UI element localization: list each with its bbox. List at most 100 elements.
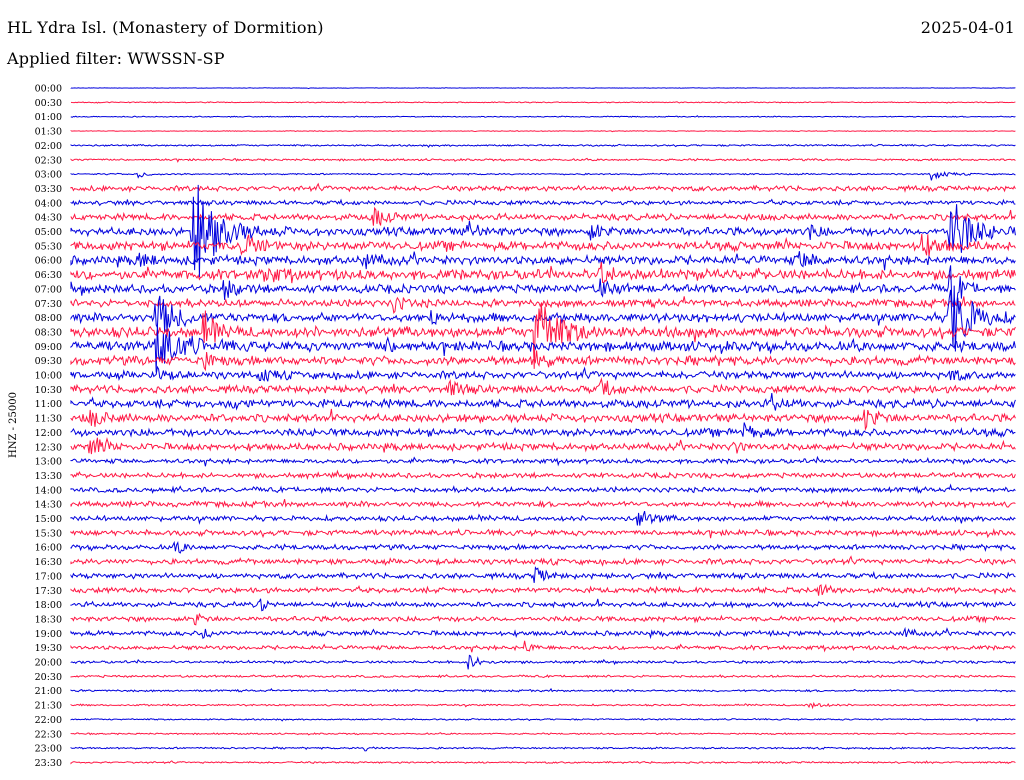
trace-row-1330 <box>70 469 1016 480</box>
trace-row-0230 <box>70 157 1016 163</box>
row-time-label: 12:30 <box>35 442 62 453</box>
row-time-label: 00:30 <box>35 98 62 109</box>
trace-row-0630 <box>70 261 1016 284</box>
trace-row-1730 <box>70 583 1016 596</box>
trace-row-0900 <box>70 323 1016 373</box>
row-time-label: 03:00 <box>35 170 62 181</box>
row-time-label: 10:30 <box>35 385 62 396</box>
row-time-label: 16:00 <box>35 543 62 554</box>
trace-row-2200 <box>70 717 1016 722</box>
trace-row-0730 <box>70 296 1016 314</box>
row-time-label: 01:00 <box>35 112 62 123</box>
row-time-label: 14:00 <box>35 485 62 496</box>
trace-row-0530 <box>70 234 1016 257</box>
trace-row-1130 <box>70 408 1016 431</box>
row-time-label: 17:00 <box>35 571 62 582</box>
trace-row-0130 <box>70 129 1016 133</box>
trace-row-0700 <box>70 265 1016 308</box>
row-time-label: 23:00 <box>35 744 62 755</box>
row-time-label: 18:30 <box>35 614 62 625</box>
trace-row-1200 <box>70 422 1016 439</box>
row-time-label: 14:30 <box>35 500 62 511</box>
trace-row-0000 <box>70 87 1016 90</box>
trace-row-1300 <box>70 455 1016 467</box>
trace-row-2030 <box>70 674 1016 679</box>
row-time-label: 15:30 <box>35 528 62 539</box>
row-time-label: 21:30 <box>35 701 62 712</box>
trace-row-0400 <box>70 198 1016 207</box>
row-time-label: 08:00 <box>35 313 62 324</box>
filter-label: Applied filter: WWSSN-SP <box>7 49 225 68</box>
row-time-label: 06:30 <box>35 270 62 281</box>
trace-row-1830 <box>70 612 1016 626</box>
row-time-label: 20:00 <box>35 658 62 669</box>
trace-row-2130 <box>70 701 1016 710</box>
row-time-label: 18:00 <box>35 600 62 611</box>
trace-row-1000 <box>70 365 1016 382</box>
trace-row-1230 <box>70 437 1016 455</box>
trace-row-0930 <box>70 350 1016 372</box>
trace-row-1930 <box>70 640 1016 653</box>
row-time-label: 05:30 <box>35 241 62 252</box>
trace-row-2100 <box>70 687 1016 693</box>
trace-row-0600 <box>70 251 1016 271</box>
y-axis-label: HNZ - 25000 <box>8 392 19 458</box>
trace-row-1530 <box>70 527 1016 539</box>
row-time-label: 19:30 <box>35 643 62 654</box>
trace-row-0100 <box>70 115 1016 118</box>
trace-row-1430 <box>70 499 1016 509</box>
row-time-label: 22:00 <box>35 715 62 726</box>
row-time-label: 07:00 <box>35 284 62 295</box>
row-time-label: 02:30 <box>35 155 62 166</box>
trace-row-1030 <box>70 377 1016 396</box>
trace-row-0830 <box>70 303 1016 369</box>
row-time-label: 13:30 <box>35 471 62 482</box>
row-time-label: 09:00 <box>35 342 62 353</box>
row-time-label: 06:00 <box>35 256 62 267</box>
row-time-label: 17:30 <box>35 586 62 597</box>
row-time-label: 12:00 <box>35 428 62 439</box>
row-time-label: 11:00 <box>35 399 62 410</box>
row-time-label: 01:30 <box>35 127 62 138</box>
row-time-label: 11:30 <box>35 414 62 425</box>
trace-row-1600 <box>70 540 1016 554</box>
row-time-label: 19:00 <box>35 629 62 640</box>
trace-row-0200 <box>70 143 1016 148</box>
trace-row-0500 <box>70 184 1016 278</box>
row-time-label: 03:30 <box>35 184 62 195</box>
row-time-label: 15:00 <box>35 514 62 525</box>
row-time-label: 00:00 <box>35 84 62 95</box>
trace-row-2300 <box>70 746 1016 752</box>
trace-row-1400 <box>70 483 1016 495</box>
trace-row-1630 <box>70 555 1016 567</box>
row-time-label: 02:00 <box>35 141 62 152</box>
row-time-label: 04:30 <box>35 213 62 224</box>
trace-row-2230 <box>70 732 1016 736</box>
row-time-label: 20:30 <box>35 672 62 683</box>
row-time-label: 10:00 <box>35 371 62 382</box>
station-title: HL Ydra Isl. (Monastery of Dormition) <box>7 18 324 37</box>
trace-row-0030 <box>70 101 1016 104</box>
trace-row-2000 <box>70 654 1016 670</box>
trace-row-0430 <box>70 206 1016 226</box>
trace-row-1900 <box>70 626 1016 640</box>
row-time-label: 16:30 <box>35 557 62 568</box>
row-time-label: 13:00 <box>35 457 62 468</box>
trace-row-1800 <box>70 598 1016 612</box>
trace-row-1100 <box>70 393 1016 411</box>
row-time-label: 05:00 <box>35 227 62 238</box>
trace-row-1500 <box>70 510 1016 526</box>
row-time-label: 07:30 <box>35 299 62 310</box>
trace-row-0300 <box>70 171 1016 181</box>
row-time-label: 21:00 <box>35 686 62 697</box>
trace-row-2330 <box>70 760 1016 765</box>
chart-date: 2025-04-01 <box>920 18 1015 37</box>
trace-row-1700 <box>70 566 1016 583</box>
row-time-label: 04:00 <box>35 198 62 209</box>
trace-row-0330 <box>70 182 1016 193</box>
row-time-label: 22:30 <box>35 729 62 740</box>
row-time-label: 08:30 <box>35 327 62 338</box>
row-time-label: 09:30 <box>35 356 62 367</box>
row-time-label: 23:30 <box>35 758 62 769</box>
